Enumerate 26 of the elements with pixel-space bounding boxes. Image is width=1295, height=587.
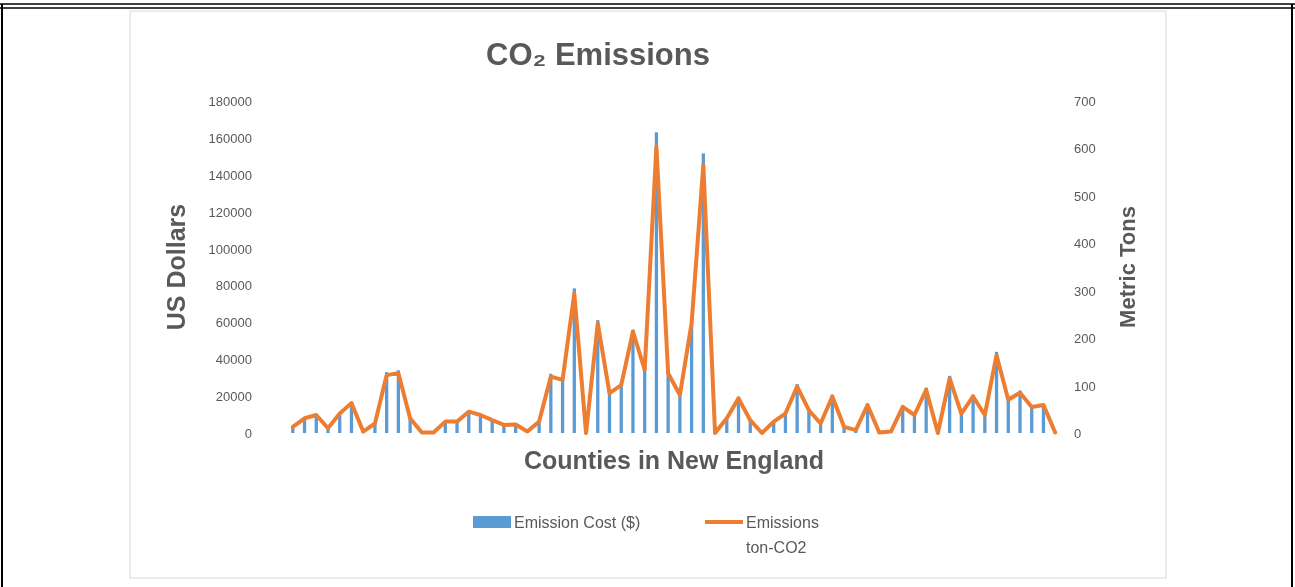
line-series <box>290 144 1058 435</box>
legend-label: Emissions ton-CO2 <box>746 514 819 556</box>
y2-tick-label: 500 <box>1074 188 1096 204</box>
y-tick-label: 180000 <box>208 94 252 109</box>
y2-tick-label: 0 <box>1074 426 1082 441</box>
y-tick-label: 0 <box>244 426 252 441</box>
y2-tick-label: 200 <box>1074 331 1096 347</box>
legend-label: Emission Cost ($) <box>514 514 641 531</box>
y2-tick-label: 400 <box>1074 236 1096 252</box>
y-tick-label: 120000 <box>208 204 252 220</box>
chart-title: CO₂ Emissions <box>486 37 710 72</box>
bar <box>678 393 682 433</box>
y2-tick-label: 100 <box>1074 378 1096 394</box>
y-tick-label: 140000 <box>208 167 252 183</box>
y-tick-label: 160000 <box>208 130 252 146</box>
y-tick-label: 100000 <box>208 241 252 257</box>
x-axis-title: Counties in New England <box>523 446 825 474</box>
y2-axis-title: Metric Tons <box>1115 206 1140 328</box>
y2-tick-label: 700 <box>1074 94 1096 109</box>
y2-tick-label: 300 <box>1074 283 1096 299</box>
y-tick-label: 40000 <box>215 352 252 368</box>
y-tick-label: 60000 <box>215 315 252 331</box>
y-tick-label: 80000 <box>215 278 252 294</box>
y-axis-title: US Dollars <box>162 203 190 331</box>
y-tick-label: 20000 <box>215 389 252 405</box>
y2-tick-label: 600 <box>1074 141 1096 157</box>
